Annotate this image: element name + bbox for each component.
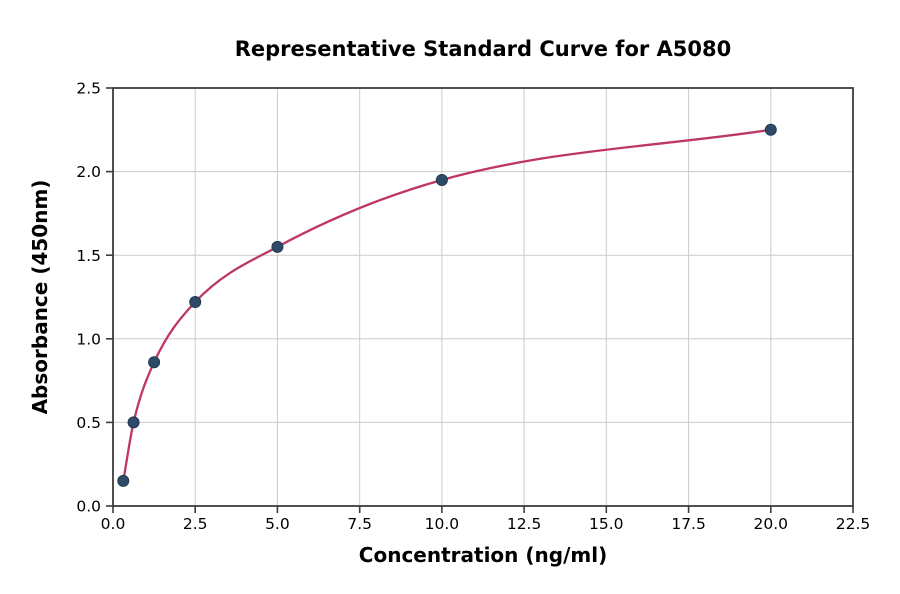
data-point (117, 474, 130, 487)
fit-curve-path (122, 128, 772, 483)
x-tick-label: 22.5 (836, 515, 871, 533)
x-tick-label: 15.0 (589, 515, 624, 533)
y-tick-label: 0.0 (76, 498, 101, 516)
data-point (271, 240, 284, 253)
y-axis-label: Absorbance (450nm) (28, 180, 52, 415)
x-tick-label: 0.0 (101, 515, 126, 533)
x-tick-label: 20.0 (754, 515, 789, 533)
plot-border (112, 87, 854, 507)
data-point (435, 173, 448, 186)
chart-title: Representative Standard Curve for A5080 (235, 37, 732, 61)
x-tick-label: 17.5 (671, 515, 706, 533)
x-tick-label: 2.5 (183, 515, 208, 533)
grid-lines (112, 87, 854, 507)
y-tick-label: 1.5 (76, 247, 101, 265)
x-tick-label: 10.0 (425, 515, 460, 533)
x-tick-label: 5.0 (265, 515, 290, 533)
data-points (117, 123, 777, 487)
x-tick-label: 12.5 (507, 515, 542, 533)
data-point (127, 416, 140, 429)
y-tick-label: 2.5 (76, 80, 101, 98)
y-tick-label: 1.0 (76, 330, 101, 348)
data-point (148, 356, 161, 369)
x-tick-label: 7.5 (347, 515, 372, 533)
fit-curve (122, 128, 772, 483)
axes: 0.0 2.5 5.0 7.5 10.0 12.5 15.0 17.5 20.0 22.5 0.0 0… (76, 80, 870, 533)
y-tick-label: 2.0 (76, 163, 101, 181)
y-tick-label: 0.5 (76, 414, 101, 432)
x-axis-label: Concentration (ng/ml) (359, 543, 607, 567)
data-point (764, 123, 777, 136)
data-point (189, 296, 202, 309)
